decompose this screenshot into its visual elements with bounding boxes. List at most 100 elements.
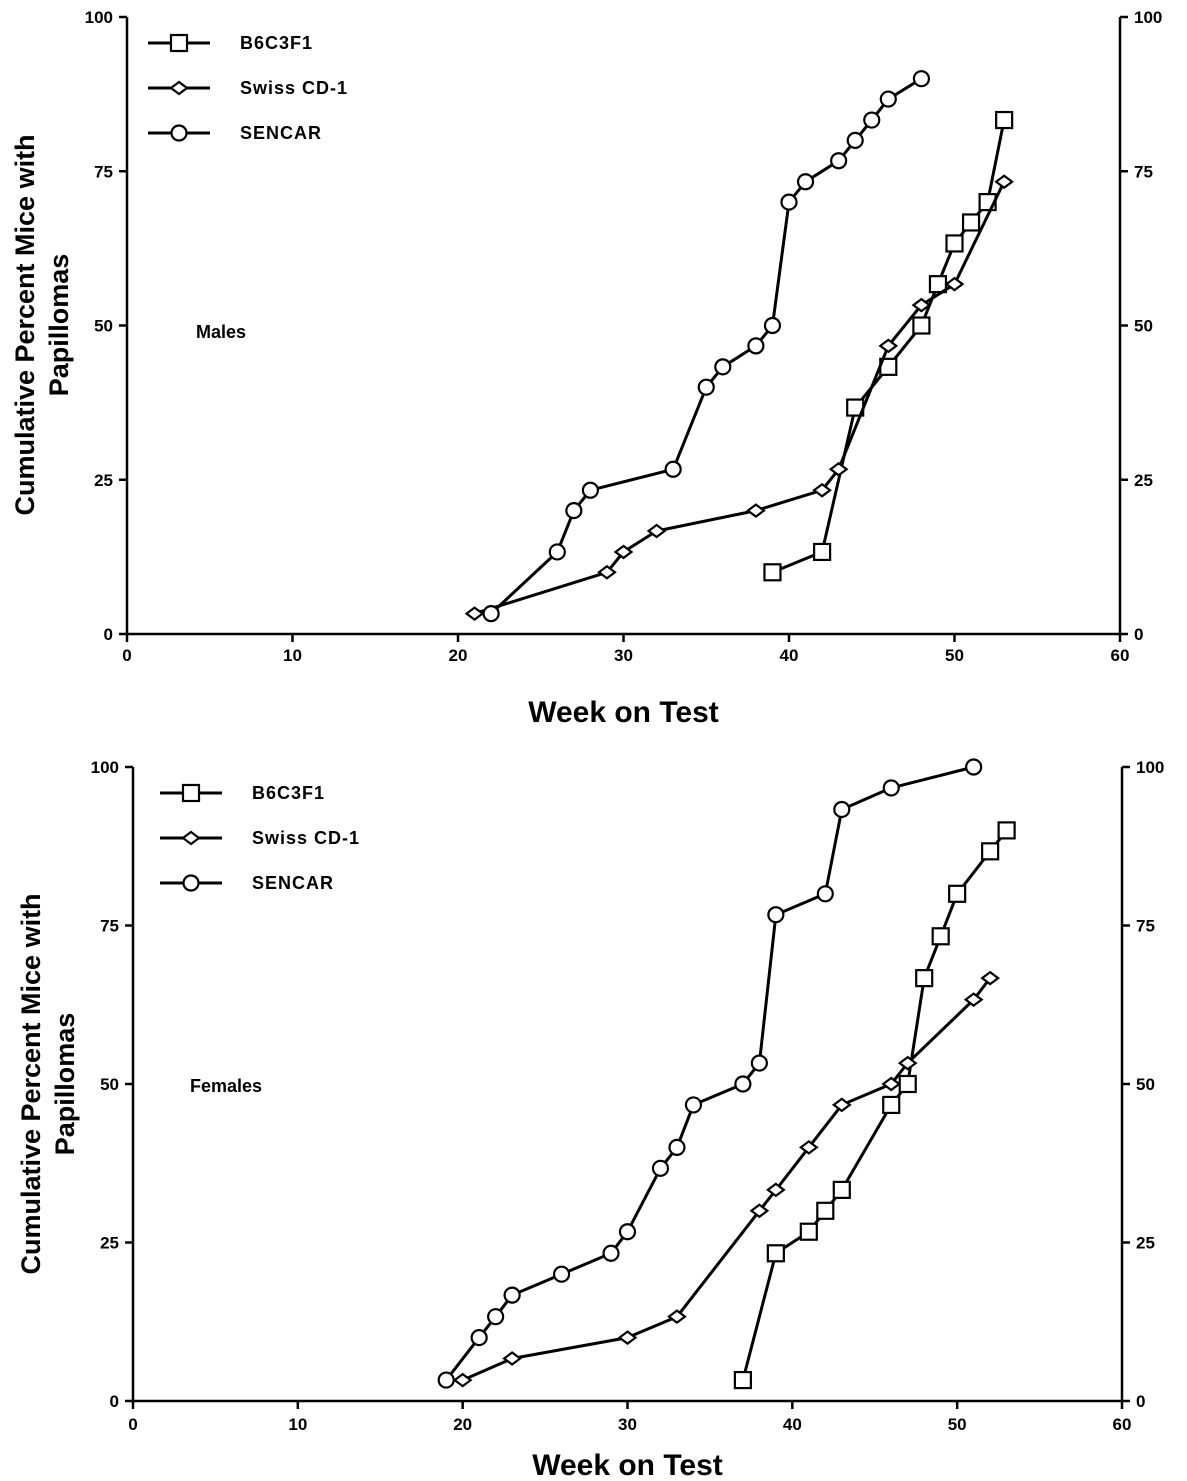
data-point-sencar [565, 502, 583, 520]
x-tick-label: 0 [128, 1415, 137, 1434]
series-line-sencar [490, 77, 923, 615]
data-point-swiss-cd-1 [944, 276, 965, 292]
data-point-swiss-cd-1 [502, 1351, 522, 1366]
y-axis-title-line-1: Cumulative Percent Mice with [10, 134, 40, 515]
data-point-sencar [912, 70, 931, 88]
legend-marker-b6c3f1 [169, 33, 189, 53]
panel-label: Females [190, 1076, 262, 1096]
data-point-b6c3f1 [915, 969, 934, 988]
data-point-b6c3f1 [995, 110, 1014, 130]
data-point-swiss-cd-1 [464, 606, 485, 622]
data-point-sencar [437, 1371, 455, 1389]
legend-marker-swiss-cd-1 [169, 80, 189, 96]
right-y-tick-label: 25 [1134, 471, 1153, 490]
data-point-sencar [470, 1328, 488, 1347]
data-point-sencar [747, 337, 765, 355]
data-point-swiss-cd-1 [667, 1309, 687, 1325]
legend-marker-b6c3f1 [181, 783, 201, 803]
data-point-swiss-cd-1 [831, 1097, 852, 1113]
left-y-tick-label: 0 [104, 625, 113, 644]
data-point-b6c3f1 [882, 1095, 901, 1115]
data-point-b6c3f1 [912, 316, 931, 335]
data-point-swiss-cd-1 [897, 1055, 918, 1071]
data-point-swiss-cd-1 [749, 1203, 770, 1219]
data-point-b6c3f1 [945, 234, 964, 253]
left-y-tick-label: 25 [100, 1234, 119, 1253]
left-y-tick-label: 0 [110, 1392, 119, 1411]
right-y-tick-label: 0 [1136, 1392, 1145, 1411]
left-y-tick-label: 75 [94, 162, 113, 181]
data-point-sencar [780, 193, 798, 211]
x-tick-label: 30 [618, 1415, 637, 1434]
right-y-tick-label: 0 [1134, 625, 1143, 644]
data-point-sencar [816, 885, 834, 903]
data-point-b6c3f1 [898, 1074, 917, 1094]
data-point-b6c3f1 [763, 563, 782, 582]
x-axis-title: Week on Test [532, 1449, 723, 1481]
right-y-tick-label: 50 [1134, 317, 1153, 336]
x-tick-label: 60 [1113, 1415, 1132, 1434]
data-point-sencar [965, 758, 983, 776]
legend-label-b6c3f1: B6C3F1 [252, 783, 325, 803]
data-point-sencar [767, 906, 785, 924]
data-point-swiss-cd-1 [798, 1140, 819, 1155]
right-y-tick-label: 75 [1136, 917, 1155, 936]
x-tick-label: 40 [780, 646, 799, 665]
data-point-sencar [552, 1265, 571, 1283]
right-y-tick-label: 75 [1134, 162, 1153, 181]
data-point-sencar [651, 1159, 670, 1177]
data-point-swiss-cd-1 [766, 1182, 786, 1198]
data-point-swiss-cd-1 [911, 297, 932, 313]
data-point-sencar [664, 460, 682, 478]
data-point-b6c3f1 [832, 1180, 851, 1199]
y-axis-title-line-2: Papillomas [44, 254, 74, 397]
left-y-tick-label: 50 [94, 317, 113, 336]
left-y-tick-label: 75 [100, 917, 119, 936]
legend-label-swiss-cd-1: Swiss CD-1 [252, 828, 360, 848]
x-tick-label: 50 [948, 1415, 967, 1434]
legend-label-sencar: SENCAR [240, 123, 322, 143]
data-point-b6c3f1 [733, 1370, 752, 1390]
left-y-tick-label: 25 [94, 471, 113, 490]
data-point-sencar [503, 1286, 521, 1304]
data-point-b6c3f1 [981, 842, 1000, 861]
x-tick-label: 20 [453, 1415, 472, 1434]
data-point-swiss-cd-1 [980, 970, 1000, 986]
data-point-sencar [602, 1244, 620, 1262]
data-point-sencar [830, 152, 848, 170]
data-point-swiss-cd-1 [994, 174, 1014, 190]
y-axis-title-line-1: Cumulative Percent Mice with [16, 893, 46, 1274]
legend-marker-swiss-cd-1 [181, 830, 201, 846]
right-y-tick-label: 25 [1136, 1234, 1155, 1253]
series-line-sencar [445, 765, 974, 1382]
data-point-b6c3f1 [961, 213, 981, 232]
right-y-tick-label: 100 [1136, 758, 1164, 777]
data-point-sencar [846, 131, 864, 149]
x-tick-label: 0 [122, 646, 131, 665]
right-y-tick-label: 100 [1134, 8, 1162, 27]
x-tick-label: 60 [1111, 646, 1130, 665]
data-point-sencar [796, 173, 815, 191]
data-point-sencar [879, 90, 897, 108]
data-point-swiss-cd-1 [963, 992, 984, 1008]
data-point-b6c3f1 [812, 542, 832, 562]
data-point-swiss-cd-1 [646, 523, 667, 539]
left-y-tick-label: 50 [100, 1075, 119, 1094]
data-point-swiss-cd-1 [828, 461, 849, 477]
data-point-sencar [863, 111, 881, 129]
data-point-swiss-cd-1 [452, 1372, 473, 1388]
data-point-b6c3f1 [766, 1244, 785, 1263]
legend-marker-sencar [182, 874, 200, 892]
data-point-swiss-cd-1 [746, 503, 766, 518]
right-y-tick-label: 50 [1136, 1075, 1155, 1094]
data-point-sencar [750, 1054, 768, 1072]
data-point-sencar [714, 358, 732, 376]
data-point-sencar [618, 1223, 637, 1241]
data-point-b6c3f1 [799, 1222, 818, 1241]
data-point-sencar [581, 481, 600, 499]
left-y-tick-label: 100 [91, 758, 119, 777]
data-point-sencar [697, 378, 715, 396]
